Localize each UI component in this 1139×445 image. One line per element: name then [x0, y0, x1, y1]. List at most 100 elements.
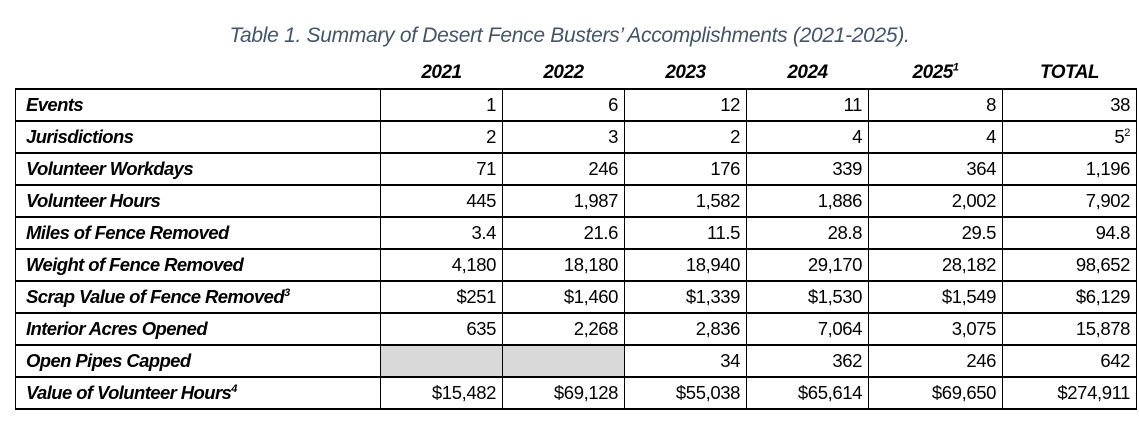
row-label: Volunteer Workdays: [15, 152, 381, 186]
row-label-text: Value of Volunteer Hours: [26, 382, 232, 403]
cell-value: $1,530: [807, 286, 863, 307]
cell-value: 3.4: [471, 222, 496, 243]
table-row: Interior Acres Opened 635 2,268 2,836 7,064 3…: [15, 312, 1137, 346]
table-cell: 3: [502, 120, 625, 154]
empty-shaded-cell: [380, 344, 503, 378]
table-row: Jurisdictions 2 3 2 4 4 52: [15, 120, 1137, 154]
cell-value: 18,940: [685, 254, 741, 275]
table-cell: 3.4: [380, 216, 503, 250]
cell-value: 3,075: [951, 318, 997, 339]
table-cell: 2,836: [624, 312, 747, 346]
cell-value: $1,460: [563, 286, 619, 307]
table-cell: 4: [746, 120, 869, 154]
column-header-2021: 2021: [381, 58, 503, 89]
footnote-marker: 4: [231, 382, 237, 395]
row-label: Scrap Value of Fence Removed3: [15, 280, 381, 314]
table-cell: 4: [868, 120, 1003, 154]
accomplishments-table: 2021 2022 2023 2024 20251 TOTAL Events 1 6 12 11 8…: [15, 58, 1137, 410]
cell-value: 4: [986, 126, 996, 147]
table-cell: 29.5: [868, 216, 1003, 250]
table-cell: $1,549: [868, 280, 1003, 314]
cell-value: $1,339: [685, 286, 741, 307]
cell-value: $69,128: [553, 382, 618, 403]
table-cell: 29,170: [746, 248, 869, 282]
table-cell: 6: [502, 88, 625, 122]
footnote-marker: 3: [284, 286, 290, 299]
cell-value: 29.5: [961, 222, 997, 243]
table-cell: 246: [868, 344, 1003, 378]
row-label: Interior Acres Opened: [15, 312, 381, 346]
cell-value: 12: [720, 94, 740, 115]
column-header-label: 2023: [665, 62, 706, 83]
cell-value: 2: [486, 126, 496, 147]
column-header-total: TOTAL: [1003, 58, 1137, 89]
table-cell: 364: [868, 152, 1003, 186]
table-cell: 362: [746, 344, 869, 378]
empty-shaded-cell: [502, 344, 625, 378]
cell-value: 11: [843, 94, 863, 115]
table-cell: 3,075: [868, 312, 1003, 346]
table-caption: Table 1. Summary of Desert Fence Busters…: [229, 24, 910, 47]
table-cell: 11: [746, 88, 869, 122]
table-cell: 1,987: [502, 184, 625, 218]
table-cell: $1,530: [746, 280, 869, 314]
cell-value: 2,002: [951, 190, 997, 211]
cell-value: 339: [832, 158, 862, 179]
table-cell: $65,614: [746, 376, 869, 410]
table-cell: 7,902: [1002, 184, 1137, 218]
row-label-text: Open Pipes Capped: [26, 350, 191, 371]
table-cell: 98,652: [1002, 248, 1137, 282]
table-cell: 445: [380, 184, 503, 218]
table-cell: 339: [746, 152, 869, 186]
table-cell: $1,460: [502, 280, 625, 314]
cell-value: 246: [966, 350, 996, 371]
table-cell: 176: [624, 152, 747, 186]
table-cell: 28.8: [746, 216, 869, 250]
table-cell: 52: [1002, 120, 1137, 154]
cell-value: 4: [852, 126, 862, 147]
column-header-2023: 2023: [625, 58, 747, 89]
table-cell: 8: [868, 88, 1003, 122]
cell-value: 4,180: [451, 254, 497, 275]
table-cell: 18,180: [502, 248, 625, 282]
table-row: Volunteer Hours 445 1,987 1,582 1,886 2,002 7,…: [15, 184, 1137, 218]
table-cell: $55,038: [624, 376, 747, 410]
footnote-marker: 2: [1124, 126, 1130, 139]
cell-value: 8: [986, 94, 996, 115]
cell-value: 71: [476, 158, 496, 179]
table-cell: 1: [380, 88, 503, 122]
table-cell: 1,886: [746, 184, 869, 218]
table-cell: 11.5: [624, 216, 747, 250]
cell-value: 2,268: [573, 318, 619, 339]
table-cell: 7,064: [746, 312, 869, 346]
table-cell: 642: [1002, 344, 1137, 378]
cell-value: $65,614: [797, 382, 862, 403]
table-cell: 34: [624, 344, 747, 378]
header-row: 2021 2022 2023 2024 20251 TOTAL: [16, 58, 1137, 89]
cell-value: $251: [456, 286, 496, 307]
row-label-text: Volunteer Workdays: [26, 158, 194, 179]
row-label: Open Pipes Capped: [15, 344, 381, 378]
cell-value: 2: [730, 126, 740, 147]
row-label-text: Interior Acres Opened: [26, 318, 208, 339]
cell-value: 94.8: [1095, 222, 1131, 243]
cell-value: 3: [608, 126, 618, 147]
cell-value: $69,650: [931, 382, 996, 403]
table-row: Events 1 6 12 11 8 38: [15, 88, 1137, 122]
table-cell: 635: [380, 312, 503, 346]
cell-value: 445: [466, 190, 496, 211]
table-cell: 71: [380, 152, 503, 186]
cell-value: 1,196: [1085, 158, 1131, 179]
table-cell: 12: [624, 88, 747, 122]
table-cell: 4,180: [380, 248, 503, 282]
cell-value: 5: [1114, 126, 1125, 147]
cell-value: 364: [966, 158, 996, 179]
cell-value: 28,182: [941, 254, 997, 275]
table-cell: 2: [380, 120, 503, 154]
cell-value: 38: [1110, 94, 1130, 115]
table-row: Miles of Fence Removed 3.4 21.6 11.5 28.8 29.…: [15, 216, 1137, 250]
row-label-text: Scrap Value of Fence Removed: [26, 286, 285, 307]
table-row: Open Pipes Capped 34 362 246 642: [15, 344, 1137, 378]
row-label: Value of Volunteer Hours4: [15, 376, 381, 410]
table-row: Scrap Value of Fence Removed3 $251 $1,460 $…: [15, 280, 1137, 314]
